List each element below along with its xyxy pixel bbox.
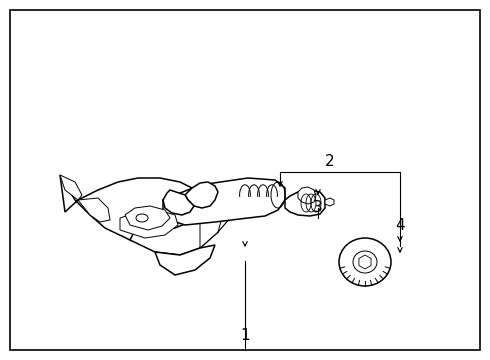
Polygon shape [125, 206, 170, 230]
Text: 3: 3 [313, 200, 323, 215]
Polygon shape [60, 175, 82, 200]
Ellipse shape [136, 214, 148, 222]
Polygon shape [359, 255, 371, 269]
Text: 2: 2 [325, 154, 335, 169]
Polygon shape [120, 210, 178, 238]
Polygon shape [298, 187, 316, 204]
Polygon shape [185, 182, 218, 208]
Text: 4: 4 [395, 218, 405, 233]
Polygon shape [163, 178, 285, 225]
Ellipse shape [339, 238, 391, 286]
Polygon shape [218, 195, 235, 232]
Text: 1: 1 [240, 328, 250, 343]
Polygon shape [60, 175, 222, 248]
Polygon shape [155, 245, 215, 275]
Ellipse shape [353, 251, 377, 273]
Polygon shape [130, 215, 222, 255]
Polygon shape [325, 198, 334, 206]
Polygon shape [285, 190, 325, 216]
Polygon shape [163, 190, 194, 215]
Polygon shape [200, 208, 230, 248]
Polygon shape [78, 198, 110, 222]
